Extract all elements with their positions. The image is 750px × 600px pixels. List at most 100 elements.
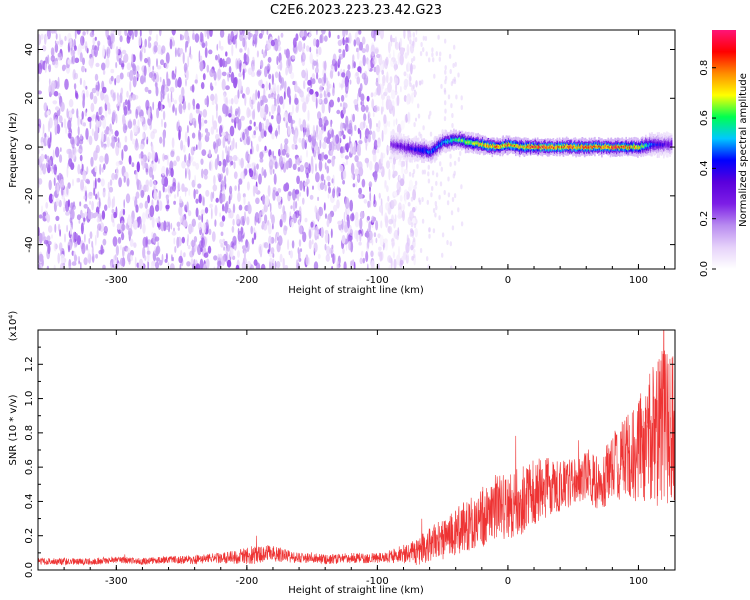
noise-speck (419, 80, 422, 86)
noise-speck (306, 149, 308, 158)
noise-speck (158, 158, 160, 164)
noise-speck (239, 62, 242, 73)
noise-speck (38, 90, 42, 95)
noise-speck (323, 90, 326, 98)
noise-speck (46, 110, 50, 116)
noise-speck (340, 83, 343, 90)
noise-speck (104, 110, 108, 118)
noise-speck (324, 229, 329, 235)
noise-speck (441, 232, 445, 238)
noise-speck (100, 106, 103, 114)
noise-speck (219, 173, 224, 181)
noise-speck (261, 83, 265, 89)
noise-speck (413, 90, 417, 96)
noise-speck (80, 35, 85, 46)
noise-speck (446, 200, 450, 206)
noise-speck (178, 205, 183, 216)
noise-speck (97, 223, 102, 231)
noise-speck (316, 59, 318, 68)
noise-speck (55, 215, 60, 221)
noise-speck (42, 45, 47, 52)
noise-speck (91, 128, 94, 136)
noise-speck (54, 223, 57, 233)
noise-speck (131, 53, 134, 65)
noise-speck (308, 33, 311, 39)
noise-speck (235, 39, 238, 49)
noise-speck (214, 93, 218, 105)
noise-speck (263, 111, 267, 119)
y-tick-label: -20 (24, 188, 35, 204)
noise-speck (165, 62, 169, 69)
noise-speck (341, 234, 346, 244)
noise-speck (341, 130, 344, 136)
noise-speck (292, 200, 296, 212)
noise-speck (66, 108, 69, 119)
noise-speck (274, 39, 279, 52)
trace-segment (405, 147, 407, 150)
noise-speck (324, 213, 328, 220)
noise-speck (313, 261, 319, 269)
noise-speck (209, 30, 213, 38)
noise-speck (214, 204, 218, 217)
trace-segment (512, 144, 515, 147)
noise-speck (374, 161, 379, 174)
noise-speck (148, 89, 152, 94)
noise-speck (120, 87, 124, 96)
noise-speck (210, 191, 213, 203)
noise-speck (89, 91, 94, 100)
noise-speck (87, 208, 92, 220)
noise-speck (188, 223, 193, 235)
noise-speck (127, 215, 132, 226)
noise-speck (406, 73, 409, 79)
noise-speck (245, 86, 250, 96)
noise-speck (80, 261, 82, 269)
noise-speck (77, 115, 80, 127)
trace-segment (648, 145, 650, 148)
noise-speck (172, 256, 174, 262)
noise-speck (54, 60, 59, 69)
noise-speck (67, 182, 71, 190)
noise-speck (91, 169, 96, 175)
noise-speck (135, 108, 139, 119)
noise-speck (226, 57, 231, 65)
noise-speck (380, 30, 384, 40)
noise-speck (323, 97, 328, 105)
noise-speck (321, 102, 325, 114)
noise-speck (222, 165, 226, 174)
noise-speck (350, 162, 355, 175)
noise-speck (327, 192, 330, 199)
noise-speck (184, 154, 187, 164)
noise-speck (115, 161, 120, 167)
noise-speck (455, 94, 458, 100)
noise-speck (410, 244, 414, 251)
noise-speck (260, 263, 266, 269)
noise-speck (200, 55, 203, 61)
noise-speck (101, 62, 106, 71)
noise-speck (399, 37, 403, 48)
noise-speck (208, 49, 213, 55)
noise-speck (287, 54, 291, 67)
noise-speck (271, 104, 275, 115)
noise-speck (76, 178, 78, 183)
y-tick-label: 0.4 (24, 493, 35, 509)
noise-speck (178, 94, 183, 104)
noise-speck (115, 245, 119, 256)
noise-speck (278, 155, 284, 168)
noise-speck (225, 145, 228, 154)
noise-speck (151, 216, 155, 228)
noise-speck (57, 52, 62, 58)
noise-speck (393, 119, 396, 127)
noise-speck (130, 223, 133, 230)
spectrogram-trace (390, 128, 673, 164)
noise-speck (361, 72, 367, 80)
noise-speck (346, 159, 348, 166)
noise-speck (318, 206, 324, 217)
noise-speck (239, 48, 243, 53)
noise-speck (247, 47, 250, 57)
noise-speck (261, 220, 265, 228)
noise-speck (414, 37, 418, 43)
noise-speck (235, 264, 240, 269)
noise-speck (332, 87, 335, 97)
noise-speck (431, 170, 435, 176)
trace-segment (541, 146, 544, 149)
